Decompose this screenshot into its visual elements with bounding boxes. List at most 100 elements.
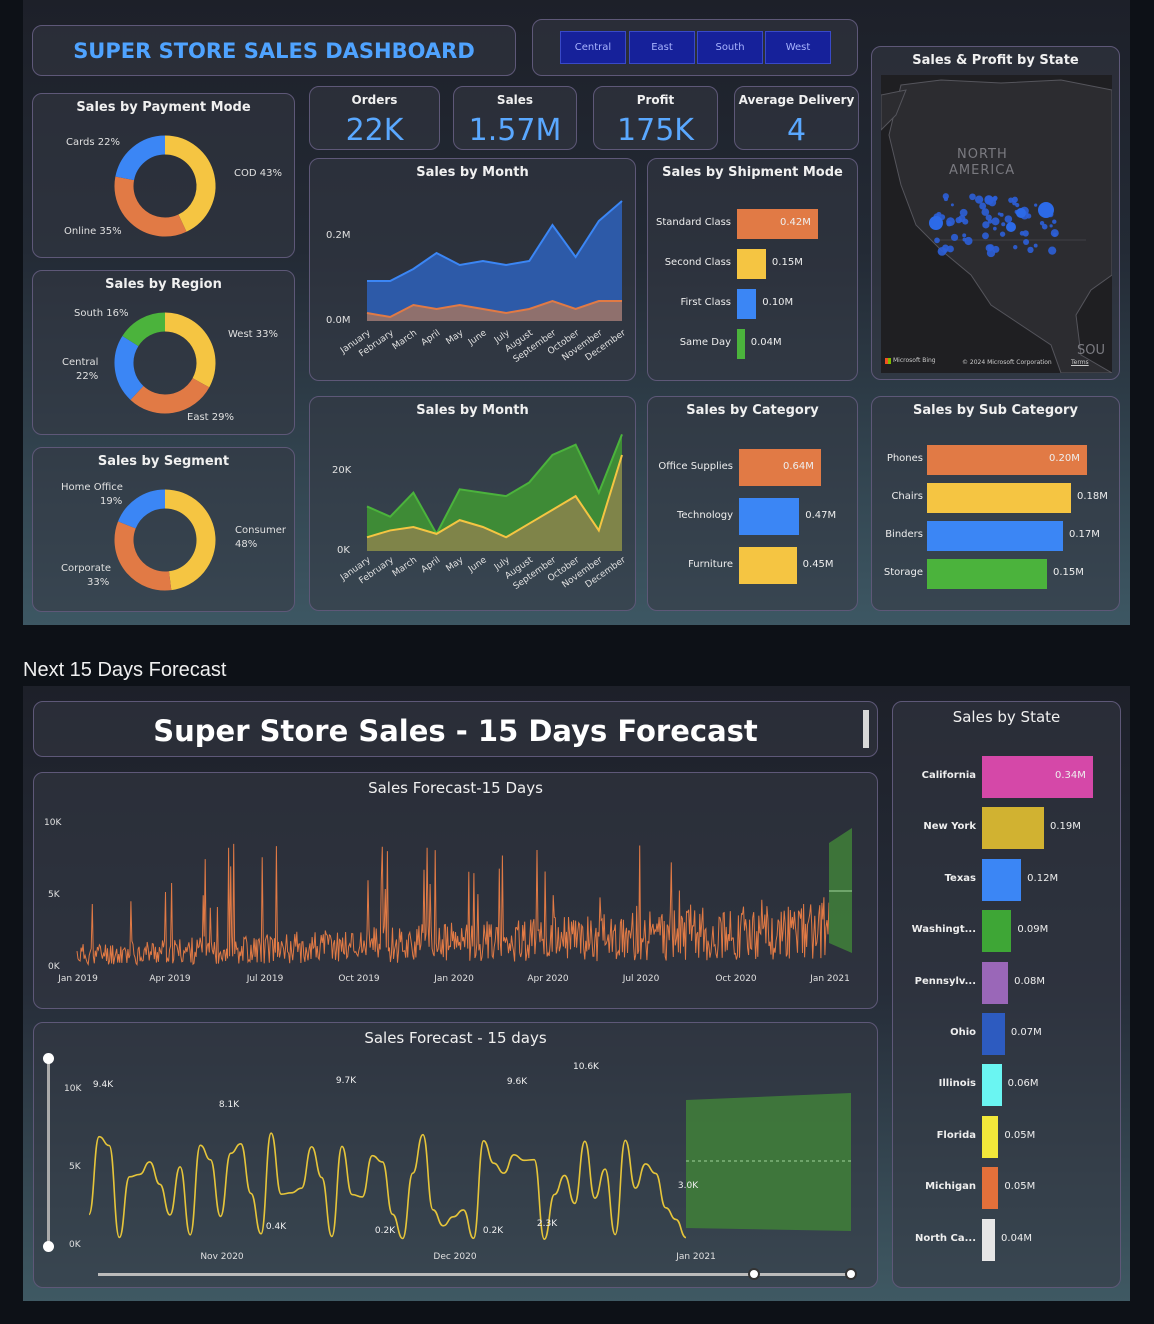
state-bar[interactable] (982, 756, 1093, 798)
state-bubble[interactable] (999, 231, 1006, 237)
fc1-sales-line[interactable] (76, 843, 830, 967)
shipment-bar[interactable] (737, 289, 757, 319)
month1-line-1[interactable] (366, 299, 622, 319)
state-bubble[interactable] (982, 232, 989, 240)
state-bar[interactable] (982, 1218, 996, 1261)
state-bubble[interactable] (964, 236, 973, 246)
x-slider-handle-left[interactable] (748, 1268, 760, 1280)
state-bubble[interactable] (946, 220, 952, 227)
shipment-bar[interactable] (737, 209, 818, 239)
state-bubble[interactable] (1013, 244, 1018, 250)
state-bubble[interactable] (1008, 197, 1014, 203)
y-slider-handle-bottom[interactable] (43, 1241, 54, 1252)
state-bar[interactable] (982, 1064, 1002, 1107)
x-slider-handle-right[interactable] (845, 1268, 857, 1280)
state-bubble-large[interactable] (929, 216, 943, 230)
state-bubble[interactable] (981, 208, 990, 216)
state-bubble[interactable] (1015, 203, 1020, 208)
state-bubble[interactable] (982, 221, 990, 229)
state-bubble[interactable] (974, 195, 984, 204)
payment-slice-1[interactable] (114, 176, 187, 237)
map-view[interactable]: NORTH AMERICA SOU Microsoft Bing © 2024 … (881, 75, 1112, 373)
category-bar[interactable] (739, 547, 797, 584)
state-bubble-large[interactable] (1038, 202, 1054, 218)
sales-month-card-2: Sales by Month 20K 0K January February Mar… (309, 396, 636, 611)
slicer-west[interactable]: West (765, 31, 831, 64)
state-bubble[interactable] (943, 248, 948, 253)
month1-line-0[interactable] (367, 200, 623, 282)
state-bubble[interactable] (959, 208, 968, 217)
state-bubble[interactable] (1048, 246, 1057, 255)
state-bubble[interactable] (992, 196, 998, 202)
subcategory-bar[interactable] (927, 445, 1087, 475)
state-bar[interactable] (982, 910, 1012, 953)
state-bubble[interactable] (946, 245, 954, 253)
state-bubble[interactable] (1039, 221, 1045, 226)
payment-slice-2[interactable] (115, 135, 166, 181)
state-bubble[interactable] (984, 195, 994, 204)
region-slice-1[interactable] (130, 377, 210, 414)
category-bar[interactable] (739, 449, 821, 486)
state-bubble[interactable] (1052, 219, 1057, 224)
state-bubble[interactable] (1001, 222, 1006, 227)
subcategory-bar[interactable] (927, 521, 1063, 551)
state-bubble-large[interactable] (1016, 208, 1026, 218)
month2-line-1[interactable] (366, 454, 623, 539)
state-bubble[interactable] (943, 197, 949, 202)
state-bubble-large[interactable] (1006, 222, 1016, 232)
state-bubble[interactable] (1023, 238, 1030, 245)
slicer-east[interactable]: East (629, 31, 695, 64)
region-slice-2[interactable] (114, 335, 144, 400)
state-bubble[interactable] (1052, 232, 1057, 237)
state-bubble[interactable] (950, 203, 954, 207)
shipment-bar[interactable] (737, 249, 766, 279)
slicer-south[interactable]: South (697, 31, 763, 64)
state-bubble[interactable] (1033, 243, 1038, 248)
state-bubble[interactable] (1041, 223, 1048, 230)
state-bar[interactable] (982, 807, 1045, 850)
category-bar[interactable] (739, 498, 800, 535)
fc2-sales-line[interactable] (88, 1132, 687, 1241)
title-scrollbar[interactable] (863, 710, 869, 748)
shipment-bar[interactable] (737, 329, 745, 359)
segment-slice-0[interactable] (164, 489, 216, 591)
state-bar[interactable] (982, 1115, 999, 1158)
state-bar[interactable] (982, 961, 1009, 1004)
state-bubble[interactable] (969, 193, 976, 201)
state-bubble[interactable] (1004, 215, 1013, 223)
y-range-slider[interactable] (47, 1057, 50, 1247)
map-title: Sales & Profit by State (912, 53, 1079, 68)
region-slice-3[interactable] (122, 312, 166, 347)
slicer-central[interactable]: Central (560, 31, 626, 64)
fc1-ytick-10k: 10K (44, 818, 62, 828)
state-bubble[interactable] (979, 202, 987, 210)
state-bubble[interactable] (993, 226, 997, 231)
state-bubble[interactable] (1019, 231, 1025, 236)
state-bar[interactable] (982, 1013, 1005, 1055)
state-bubble[interactable] (1022, 230, 1029, 237)
state-bubble[interactable] (962, 233, 967, 238)
map-terms-link[interactable]: Terms (1071, 359, 1089, 366)
segment-slice-2[interactable] (118, 489, 166, 529)
state-bubble[interactable] (1034, 203, 1038, 207)
forecast-title-card: Super Store Sales - 15 Days Forecast (33, 701, 878, 757)
subcategory-bar[interactable] (927, 483, 1071, 513)
segment-slice-1[interactable] (114, 521, 172, 591)
state-bubble[interactable] (934, 237, 940, 244)
subcategory-bar[interactable] (927, 559, 1047, 589)
payment-slice-0[interactable] (164, 135, 216, 232)
x-range-slider[interactable] (98, 1273, 852, 1276)
state-bubble[interactable] (958, 215, 966, 223)
state-bubble[interactable] (1049, 224, 1053, 228)
state-bar[interactable] (982, 1167, 999, 1210)
state-bubble[interactable] (1027, 246, 1034, 254)
state-bubble[interactable] (985, 214, 992, 221)
y-slider-handle-top[interactable] (43, 1053, 54, 1064)
region-slice-0[interactable] (164, 312, 216, 388)
state-bubble[interactable] (991, 217, 1000, 226)
state-bubble[interactable] (950, 233, 959, 242)
month2-line-0[interactable] (366, 434, 623, 536)
state-bubble[interactable] (985, 244, 993, 252)
state-bubble[interactable] (997, 212, 1001, 216)
state-bar[interactable] (982, 858, 1022, 901)
